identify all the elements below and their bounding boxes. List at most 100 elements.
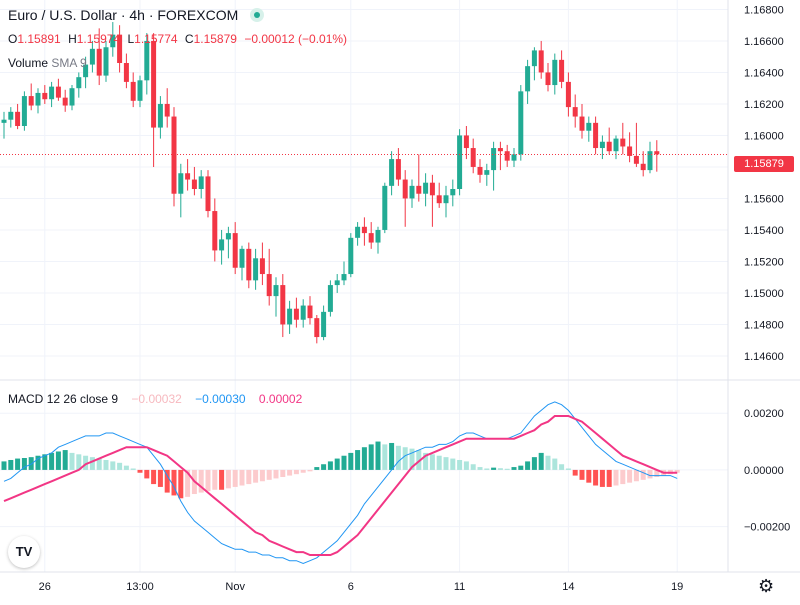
time-tick-label: 6 (348, 581, 354, 593)
candle-up (552, 59, 558, 86)
macd-histogram-bar (89, 457, 95, 470)
macd-histogram-bar (368, 444, 374, 470)
change-value: −0.00012 (−0.01%) (244, 32, 348, 46)
macd-histogram-bar (436, 455, 442, 470)
macd-histogram-bar (531, 457, 537, 470)
volume-legend[interactable]: Volume SMA 9 (8, 56, 87, 70)
time-tick-label: 13:00 (126, 581, 154, 593)
low-value: 1.15774 (134, 32, 178, 46)
pane-separators[interactable] (0, 0, 800, 573)
candle-down (463, 135, 469, 149)
macd-histogram-bar (110, 461, 116, 470)
macd-legend[interactable]: MACD 12 26 close 9 −0.00032 −0.00030 0.0… (8, 392, 302, 406)
macd-histogram-bar (232, 469, 238, 487)
macd-pane[interactable] (1, 401, 680, 565)
candle-down (96, 48, 102, 76)
candle-down (28, 96, 34, 106)
macd-histogram-bar (280, 469, 286, 477)
macd-histogram-bar (463, 461, 469, 470)
macd-axis: 0.00200 0.00000 −0.00200 (744, 408, 790, 533)
candle-down (307, 305, 313, 319)
price-tick-label: 1.16200 (744, 99, 784, 111)
macd-histogram-bar (518, 465, 524, 470)
candle-down (654, 151, 660, 155)
macd-histogram-bar (633, 469, 639, 482)
macd-histogram-bar (185, 469, 191, 497)
macd-histogram-bar (327, 461, 333, 470)
candle-up (287, 308, 293, 325)
macd-histogram-bar (96, 458, 102, 470)
candle-up (83, 64, 89, 78)
candle-down (293, 308, 299, 320)
macd-histogram-bar (627, 469, 633, 483)
macd-histogram-bar (49, 452, 55, 470)
candle-up (178, 173, 184, 194)
macd-histogram-bar (55, 451, 61, 470)
candle-down (538, 50, 544, 73)
macd-histogram-bar (586, 469, 592, 483)
volume-sma-label: SMA 9 (51, 56, 87, 70)
candle-up (375, 229, 381, 243)
price-tick-label: 1.15000 (744, 288, 784, 300)
macd-histogram-bar (620, 469, 626, 485)
candle-up (49, 86, 55, 100)
ohlc-legend: O1.15891 H1.15974 L1.15774 C1.15879 −0.0… (8, 32, 351, 46)
macd-histogram-bar (375, 441, 381, 470)
macd-histogram-bar (164, 469, 170, 493)
macd-histogram-bar (382, 444, 388, 470)
candle-down (497, 148, 503, 152)
candle-down (606, 141, 612, 152)
candle-down (205, 176, 211, 212)
candle-up (300, 305, 306, 320)
candle-up (457, 135, 463, 189)
open-key: O (8, 32, 18, 46)
candle-up (239, 248, 245, 268)
macd-histogram-bar (640, 469, 646, 480)
candle-up (69, 88, 75, 106)
candle-down (470, 148, 476, 167)
candle-up (137, 80, 143, 101)
candles[interactable] (1, 22, 660, 344)
time-axis: 26 13:00 Nov 6 11 14 19 (39, 581, 684, 593)
candle-down (402, 179, 408, 199)
candle-down (545, 72, 551, 86)
macd-histogram-bar (42, 454, 48, 470)
symbol-title[interactable]: Euro / U.S. Dollar · 4h · FOREXCOM (8, 7, 239, 23)
macd-histogram-bar (389, 442, 395, 470)
macd-histogram-bar (246, 469, 252, 485)
candle-down (171, 116, 177, 194)
macd-histogram-bar (525, 461, 531, 470)
candle-up (334, 280, 340, 286)
macd-histogram-bar (35, 455, 41, 470)
candle-down (572, 107, 578, 117)
candle-down (429, 182, 435, 196)
close-value: 1.15879 (193, 32, 237, 46)
candle-up (273, 285, 279, 297)
macd-histogram-bar (361, 447, 367, 470)
macd-histogram-bar (69, 452, 75, 470)
macd-histogram-bar (83, 455, 89, 470)
gear-icon[interactable]: ⚙ (758, 576, 775, 596)
candle-down (123, 63, 129, 82)
candle-up (613, 138, 619, 152)
macd-line (3, 401, 678, 565)
macd-histogram-bar (21, 458, 27, 470)
time-tick-label: 19 (671, 581, 683, 593)
tradingview-logo[interactable]: TV (8, 536, 40, 568)
macd-histogram-bar (334, 458, 340, 470)
macd-histogram-bar (579, 469, 585, 480)
macd-histogram-bar (8, 459, 14, 470)
candle-down (191, 179, 197, 189)
macd-histogram-bar (443, 457, 449, 470)
last-price-badge: 1.15879 (734, 156, 794, 172)
candle-down (259, 258, 265, 275)
candle-down (368, 233, 374, 243)
candle-down (579, 116, 585, 131)
macd-histogram-bar (287, 469, 293, 476)
macd-tick-label: 0.00000 (744, 465, 784, 477)
macd-histogram-bar (293, 469, 299, 475)
candle-down (130, 81, 136, 101)
candle-down (42, 92, 48, 100)
